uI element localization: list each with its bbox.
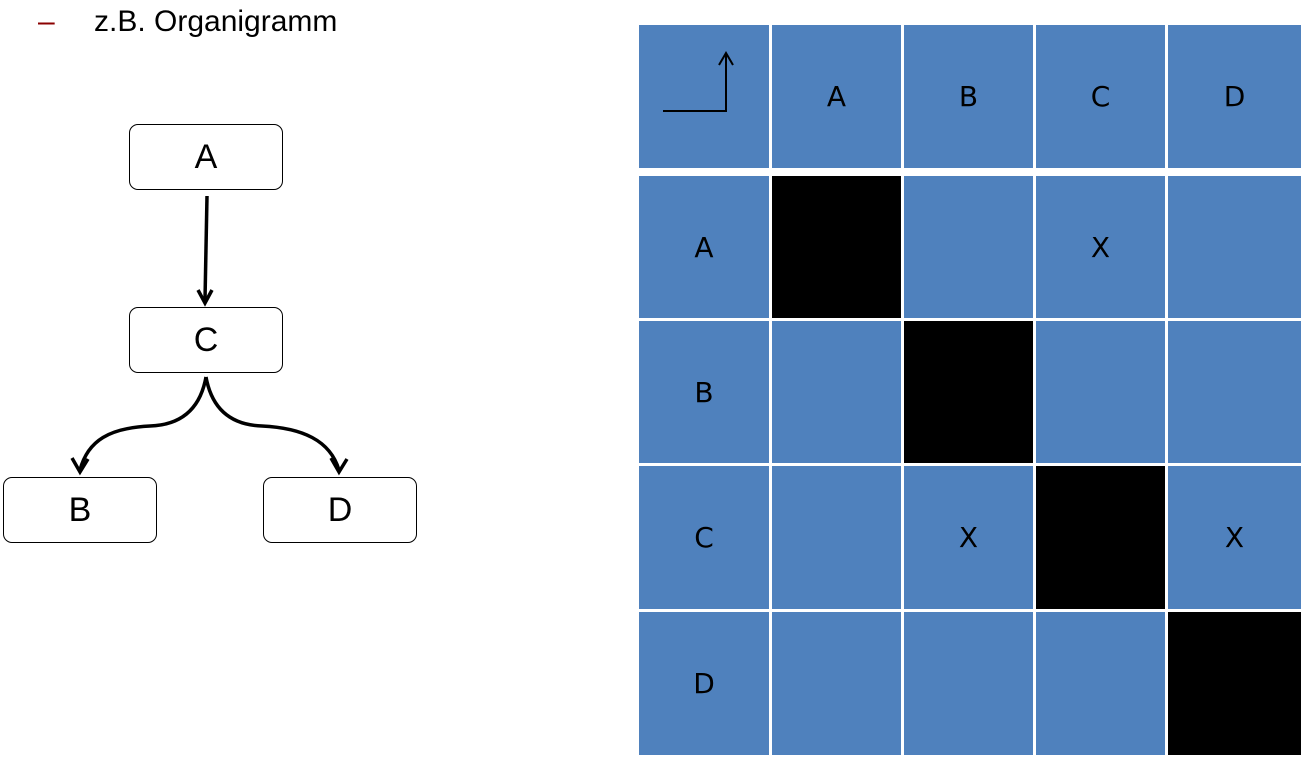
org-node-b: B [3,477,157,543]
matrix-cell-d-d [1168,612,1301,755]
matrix-col-header-d: D [1168,25,1301,168]
corner-arrow-icon [663,51,734,112]
edge-a-to-c [203,195,209,301]
edge-c-to-d-head [329,457,349,476]
matrix-cell-c-c [1036,466,1165,609]
matrix-row-header-b: B [639,321,769,463]
matrix-cell-c-a [772,466,901,609]
matrix-cell-d-a [772,612,901,755]
matrix-cell-b-b [904,321,1033,463]
bullet-text: z.B. Organigramm [94,5,338,38]
matrix-cell-c-b: X [904,466,1033,609]
edge-a-to-c-head [196,289,214,307]
matrix-cell-c-d: X [1168,466,1301,609]
matrix-cell-b-a [772,321,901,463]
matrix-cell-a-b [904,176,1033,318]
bullet-dash: – [38,5,55,38]
org-node-d: D [263,477,417,543]
matrix-col-header-b: B [904,25,1033,168]
dependency-matrix: A B C D A X B C X X D [639,25,1301,758]
matrix-corner-cell [639,25,769,168]
matrix-row-header-c: C [639,466,769,609]
matrix-cell-d-c [1036,612,1165,755]
matrix-cell-a-a [772,176,901,318]
org-node-a: A [129,124,283,190]
matrix-cell-a-d [1168,176,1301,318]
org-chart-edges [70,195,349,476]
edge-c-to-b-head [70,457,90,476]
matrix-cell-a-c: X [1036,176,1165,318]
bullet-line: – z.B. Organigramm [38,2,337,42]
matrix-row-header-a: A [639,176,769,318]
matrix-cell-b-d [1168,321,1301,463]
matrix-col-header-c: C [1036,25,1165,168]
matrix-cell-d-b [904,612,1033,755]
matrix-col-header-a: A [772,25,901,168]
edge-c-to-b [78,376,208,471]
org-node-c: C [129,307,283,373]
edge-c-to-d [204,376,341,471]
matrix-row-header-d: D [639,612,769,755]
matrix-cell-b-c [1036,321,1165,463]
